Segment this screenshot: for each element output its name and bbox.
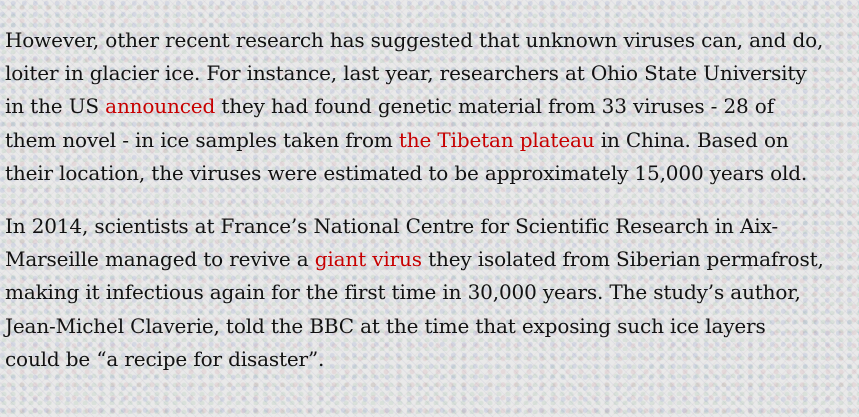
link-announced[interactable]: announced <box>105 94 216 119</box>
paragraph-text: in China. Based on their location, the v… <box>5 127 808 185</box>
paragraph-text: However, other recent research has sugge… <box>5 28 824 119</box>
paragraph-giant-virus: In 2014, scientists at France’s National… <box>5 210 825 376</box>
paragraph-text: they had found genetic material from 33 … <box>5 94 774 152</box>
paragraph-text: In 2014, scientists at France’s National… <box>5 214 778 272</box>
link-giant-virus[interactable]: giant virus <box>314 247 422 272</box>
link-tibetan-plateau[interactable]: the Tibetan plateau <box>398 127 595 152</box>
paragraph-text: they isolated from Siberian permafrost, … <box>5 247 824 371</box>
paragraph-glacier-viruses: However, other recent research has sugge… <box>5 24 825 190</box>
article-body: However, other recent research has sugge… <box>5 24 825 376</box>
